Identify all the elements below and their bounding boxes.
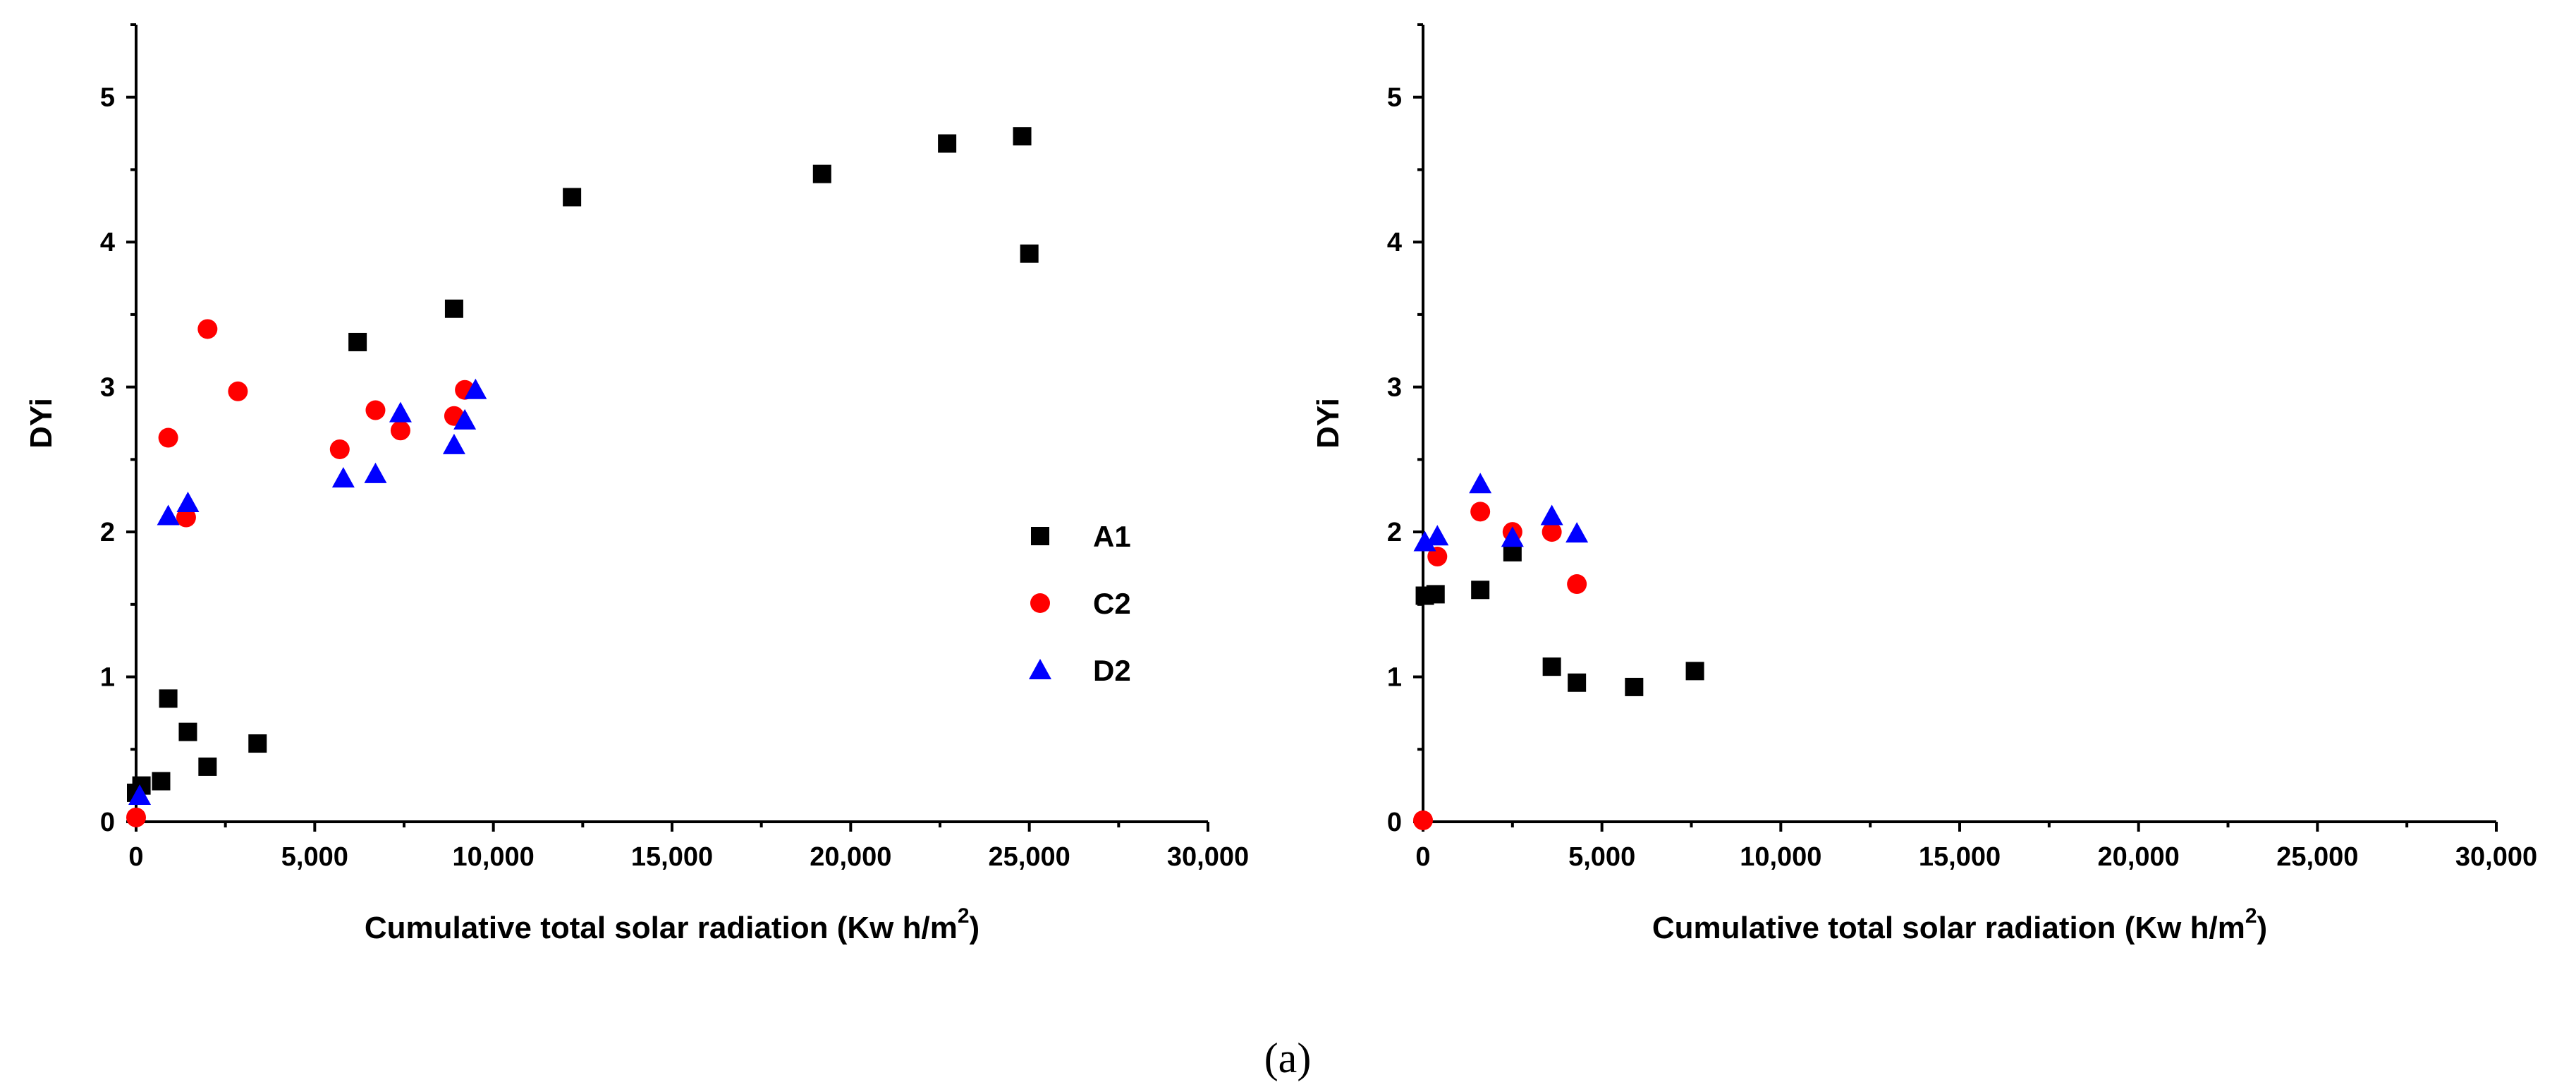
data-point-a1 xyxy=(178,722,197,741)
data-point-d2 xyxy=(1469,473,1492,494)
x-tick-label: 25,000 xyxy=(2276,842,2358,872)
left-scatter-chart: 0 5,000 10,000 15,000 20,000 25,000 30,000 0 1 2 3… xyxy=(24,23,1249,945)
data-point-d2 xyxy=(1426,525,1449,546)
y-tick-label: 4 xyxy=(1387,228,1402,257)
legend-label-a1: A1 xyxy=(1093,520,1131,553)
data-point-c2 xyxy=(365,400,386,420)
data-point-c2 xyxy=(390,420,410,441)
y-tick-label: 2 xyxy=(1387,518,1402,547)
x-tick-label: 0 xyxy=(128,842,143,872)
data-point-c2 xyxy=(197,319,218,339)
data-point-a1 xyxy=(1625,677,1644,696)
right-scatter-chart: 0 5,000 10,000 15,000 20,000 25,000 30,000 0 1 2 3… xyxy=(1311,23,2537,945)
x-axis-title: Cumulative total solar radiation (Kw h/m… xyxy=(365,904,979,945)
data-point-a1 xyxy=(1471,581,1490,600)
data-point-a1 xyxy=(1426,585,1445,604)
x-tick-label: 30,000 xyxy=(2455,842,2537,872)
data-point-a1 xyxy=(1568,673,1587,692)
data-point-d2 xyxy=(1565,522,1589,543)
data-point-d2 xyxy=(1501,526,1524,547)
data-point-c2 xyxy=(1470,502,1491,522)
data-point-c2 xyxy=(1567,574,1587,595)
data-point-a1 xyxy=(444,299,463,318)
x-tick-label: 10,000 xyxy=(453,842,535,872)
y-tick-label: 1 xyxy=(1387,663,1402,693)
data-point-d2 xyxy=(128,784,152,806)
x-tick-label: 5,000 xyxy=(1568,842,1635,872)
x-axis-title: Cumulative total solar radiation (Kw h/m… xyxy=(1652,904,2267,945)
data-point-a1 xyxy=(198,757,217,776)
y-tick-label: 1 xyxy=(100,663,115,693)
data-point-d2 xyxy=(453,408,477,430)
data-point-a1 xyxy=(348,332,367,351)
y-tick-label: 2 xyxy=(100,518,115,547)
data-point-d2 xyxy=(389,401,412,423)
data-point-a1 xyxy=(1020,244,1039,263)
x-tick-label: 5,000 xyxy=(281,842,348,872)
x-tick-label: 10,000 xyxy=(1740,842,1821,872)
legend-marker-a1 xyxy=(1031,527,1049,545)
x-tick-label: 15,000 xyxy=(1919,842,2001,872)
legend-marker-d2 xyxy=(1029,659,1051,679)
legend-label-d2: D2 xyxy=(1093,654,1131,687)
data-point-d2 xyxy=(442,433,465,454)
data-point-d2 xyxy=(464,378,487,399)
y-axis-title: DYi xyxy=(1311,398,1345,449)
y-tick-label: 3 xyxy=(100,373,115,403)
y-axis-title: DYi xyxy=(24,398,59,449)
x-tick-label: 15,000 xyxy=(631,842,713,872)
figure-caption: (a) xyxy=(1264,1035,1312,1081)
legend-marker-c2 xyxy=(1030,593,1050,613)
data-point-c2 xyxy=(1427,547,1448,567)
x-tick-label: 25,000 xyxy=(989,842,1070,872)
data-point-c2 xyxy=(228,381,248,401)
x-tick-label: 20,000 xyxy=(2098,842,2180,872)
data-point-a1 xyxy=(248,734,267,753)
y-tick-label: 5 xyxy=(1387,83,1402,113)
data-point-d2 xyxy=(1540,504,1563,526)
data-point-d2 xyxy=(176,492,200,512)
x-tick-label: 0 xyxy=(1415,842,1430,872)
data-point-a1 xyxy=(1685,662,1704,681)
y-tick-label: 5 xyxy=(100,83,115,113)
data-point-d2 xyxy=(331,467,355,488)
y-tick-label: 0 xyxy=(100,808,115,837)
data-point-a1 xyxy=(152,772,171,791)
data-point-a1 xyxy=(938,134,957,153)
data-point-c2 xyxy=(176,507,196,528)
data-point-d2 xyxy=(157,504,180,526)
data-point-d2 xyxy=(364,462,387,483)
data-point-c2 xyxy=(126,807,146,827)
data-point-d2 xyxy=(1413,530,1436,552)
y-tick-label: 4 xyxy=(100,228,115,257)
y-tick-label: 0 xyxy=(1387,808,1402,837)
data-point-c2 xyxy=(1413,810,1433,830)
x-tick-label: 20,000 xyxy=(810,842,891,872)
data-point-a1 xyxy=(812,164,831,183)
data-point-c2 xyxy=(1542,522,1562,542)
data-point-a1 xyxy=(1542,657,1561,676)
data-point-c2 xyxy=(329,439,350,459)
data-point-c2 xyxy=(158,427,178,448)
data-point-a1 xyxy=(159,689,178,708)
x-tick-label: 30,000 xyxy=(1167,842,1249,872)
legend-label-c2: C2 xyxy=(1093,587,1131,620)
data-point-a1 xyxy=(563,188,582,207)
y-tick-label: 3 xyxy=(1387,373,1402,403)
data-point-a1 xyxy=(1013,127,1032,146)
